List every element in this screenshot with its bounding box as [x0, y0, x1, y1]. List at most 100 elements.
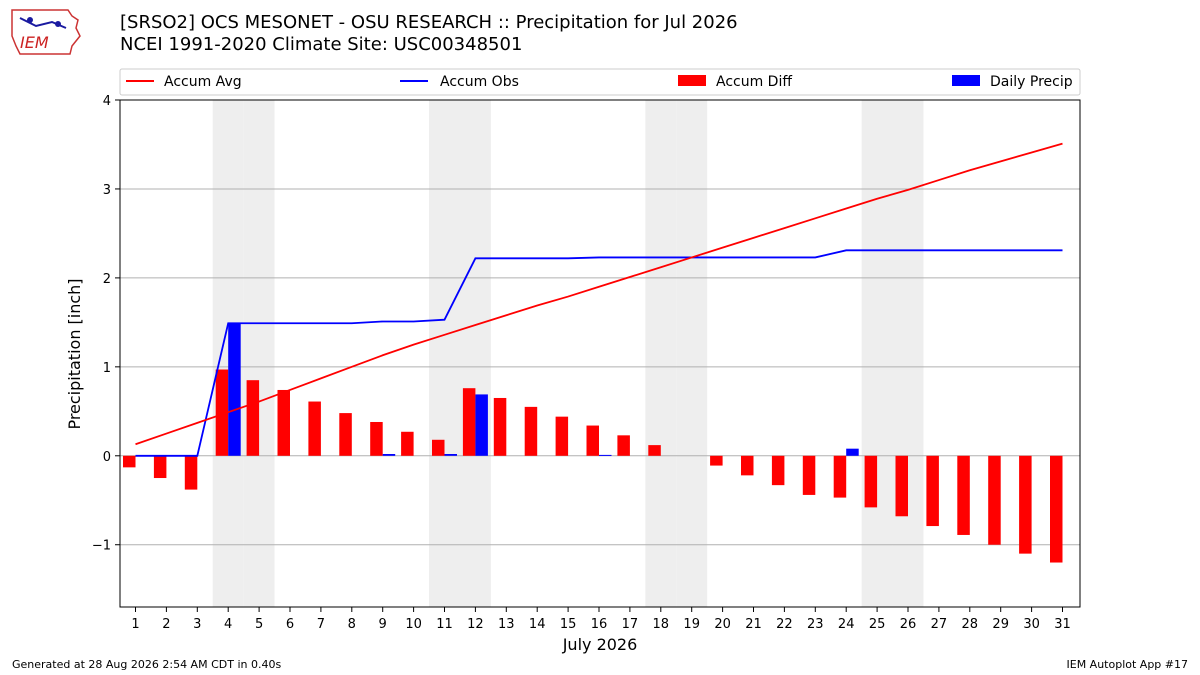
accum-diff-bar-day-7: [308, 401, 321, 456]
x-tick-label-31: 31: [1054, 617, 1071, 632]
accum-diff-bar-day-23: [802, 455, 816, 495]
y-tick-label-0: 0: [103, 450, 111, 465]
accum-diff-bar-day-13: [493, 397, 507, 456]
x-tick-label-26: 26: [900, 617, 917, 632]
x-tick-label-3: 3: [193, 617, 201, 632]
accum-diff-bar-day-17: [617, 435, 630, 456]
accum-diff-bar-day-22: [771, 455, 785, 486]
x-tick-label-15: 15: [560, 617, 577, 632]
x-tick-label-27: 27: [931, 617, 948, 632]
weekend-band-day-18: [645, 100, 677, 607]
legend-label-daily-precip: Daily Precip: [990, 74, 1073, 90]
accum-obs-line: [135, 249, 1063, 457]
accum-diff-bar-day-11: [432, 439, 445, 456]
accum-diff-bar-day-29: [988, 455, 1001, 545]
accum-diff-bar-day-21: [741, 455, 754, 476]
weekend-band-day-26: [892, 100, 924, 607]
x-tick-label-10: 10: [405, 617, 422, 632]
x-axis-label: July 2026: [562, 635, 638, 654]
weekend-band-day-11: [429, 100, 460, 607]
iem-logo: IEM: [11, 9, 81, 55]
weekend-band-day-25: [861, 100, 893, 607]
accum-diff-bar-day-30: [1019, 455, 1032, 554]
accum-diff-bar-day-5: [246, 380, 260, 456]
x-tick-label-2: 2: [162, 617, 170, 632]
accum-diff-bar-day-25: [864, 455, 878, 508]
accum-diff-bar-day-8: [339, 413, 352, 456]
x-tick-label-14: 14: [529, 617, 546, 632]
accum-diff-bar-day-10: [401, 431, 414, 456]
daily-precip-bar-day-4: [228, 323, 241, 456]
x-tick-label-6: 6: [286, 617, 294, 632]
x-tick-label-13: 13: [498, 617, 515, 632]
lines: [135, 142, 1063, 457]
legend: Accum Avg Accum Obs Accum Diff Daily Pre…: [119, 68, 1081, 96]
legend-swatch-daily-precip: [952, 75, 980, 86]
accum-diff-bar-day-20: [710, 455, 723, 466]
accum-diff-bar-day-12: [462, 388, 476, 456]
weekend-shading: [212, 100, 924, 607]
accum-diff-bar-day-31: [1050, 455, 1063, 563]
legend-swatch-accum-diff: [678, 75, 706, 86]
x-tick-label-29: 29: [992, 617, 1009, 632]
logo-text: IEM: [20, 33, 49, 52]
accum-diff-bar-day-6: [277, 389, 290, 456]
weekend-band-day-19: [676, 100, 708, 607]
x-tick-label-5: 5: [255, 617, 263, 632]
x-tick-label-7: 7: [317, 617, 325, 632]
x-tick-label-8: 8: [348, 617, 356, 632]
legend-label-accum-avg: Accum Avg: [164, 74, 242, 90]
weekend-band-day-12: [459, 100, 491, 607]
x-tick-label-18: 18: [653, 617, 670, 632]
x-tick-label-23: 23: [807, 617, 824, 632]
daily-precip-bar-day-24: [846, 448, 859, 456]
legend-label-accum-obs: Accum Obs: [440, 74, 519, 90]
x-tick-label-19: 19: [683, 617, 700, 632]
y-tick-label--1: −1: [92, 539, 111, 554]
daily-precip-bar-day-9: [382, 454, 396, 456]
x-tick-label-1: 1: [131, 617, 139, 632]
x-tick-label-25: 25: [869, 617, 886, 632]
accum-diff-bar-day-28: [957, 455, 970, 535]
legend-box: [119, 68, 1081, 96]
x-tick-label-28: 28: [962, 617, 979, 632]
legend-label-accum-diff: Accum Diff: [716, 74, 792, 90]
x-tick-label-30: 30: [1023, 617, 1040, 632]
accum-diff-bar-day-14: [524, 406, 538, 456]
title-line-2: NCEI 1991-2020 Climate Site: USC00348501: [120, 34, 523, 55]
title-line-1: [SRSO2] OCS MESONET - OSU RESEARCH :: Pr…: [120, 12, 738, 33]
x-tick-label-24: 24: [838, 617, 855, 632]
y-tick-label-4: 4: [103, 94, 111, 109]
accum-diff-bar-day-18: [648, 445, 661, 456]
generated-footer: Generated at 28 Aug 2026 2:54 AM CDT in …: [12, 658, 282, 671]
accum-avg-line: [135, 142, 1063, 446]
accum-diff-bar-day-15: [555, 416, 569, 456]
x-tick-label-20: 20: [714, 617, 731, 632]
y-tick-label-2: 2: [103, 272, 111, 287]
x-tick-label-16: 16: [591, 617, 608, 632]
weekend-band-day-5: [243, 100, 275, 607]
accum-diff-bar-day-9: [370, 421, 383, 456]
x-tick-label-9: 9: [379, 617, 387, 632]
daily-precip-bar-day-11: [444, 454, 457, 456]
accum-diff-bar-day-4: [215, 369, 229, 456]
accum-diff-bar-day-27: [926, 455, 939, 527]
plot-frame: [119, 99, 1081, 608]
accum-diff-bar-day-26: [895, 455, 908, 517]
y-tick-label-1: 1: [103, 361, 111, 376]
app-footer: IEM Autoplot App #17: [1066, 658, 1189, 671]
y-tick-label-3: 3: [103, 183, 111, 198]
accum-diff-bar-day-1: [123, 455, 136, 468]
daily-precip-bar-day-12: [475, 394, 488, 456]
accum-diff-bar-day-3: [184, 455, 198, 490]
x-tick-label-17: 17: [622, 617, 639, 632]
chart-title: [SRSO2] OCS MESONET - OSU RESEARCH :: Pr…: [120, 12, 738, 56]
x-tick-label-22: 22: [776, 617, 793, 632]
x-tick-label-12: 12: [467, 617, 484, 632]
accum-diff-bar-day-24: [833, 455, 847, 498]
bars: [123, 323, 1063, 563]
x-tick-label-21: 21: [745, 617, 762, 632]
daily-precip-bar-day-16: [599, 454, 612, 456]
